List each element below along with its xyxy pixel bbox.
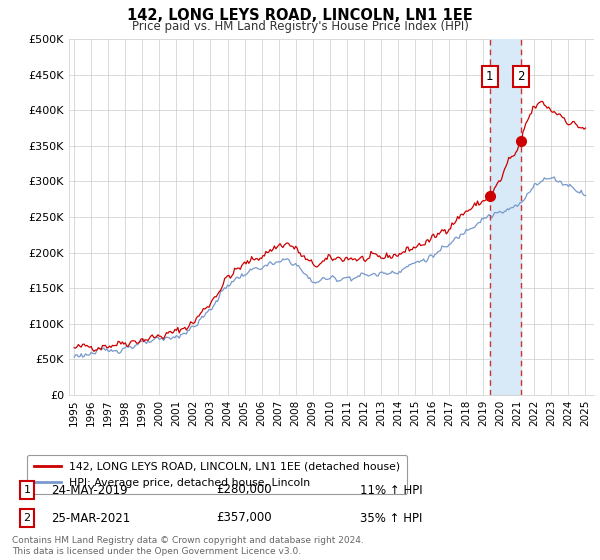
- Text: 2: 2: [23, 513, 31, 523]
- Text: 35% ↑ HPI: 35% ↑ HPI: [360, 511, 422, 525]
- Text: 142, LONG LEYS ROAD, LINCOLN, LN1 1EE: 142, LONG LEYS ROAD, LINCOLN, LN1 1EE: [127, 8, 473, 24]
- Text: Contains HM Land Registry data © Crown copyright and database right 2024.
This d: Contains HM Land Registry data © Crown c…: [12, 536, 364, 556]
- Text: 11% ↑ HPI: 11% ↑ HPI: [360, 483, 422, 497]
- Text: £357,000: £357,000: [216, 511, 272, 525]
- Legend: 142, LONG LEYS ROAD, LINCOLN, LN1 1EE (detached house), HPI: Average price, deta: 142, LONG LEYS ROAD, LINCOLN, LN1 1EE (d…: [27, 455, 407, 494]
- Text: 1: 1: [486, 70, 494, 83]
- Text: £280,000: £280,000: [216, 483, 272, 497]
- Text: Price paid vs. HM Land Registry's House Price Index (HPI): Price paid vs. HM Land Registry's House …: [131, 20, 469, 32]
- Text: 1: 1: [23, 485, 31, 495]
- Text: 25-MAR-2021: 25-MAR-2021: [51, 511, 130, 525]
- Text: 24-MAY-2019: 24-MAY-2019: [51, 483, 128, 497]
- Text: 2: 2: [517, 70, 525, 83]
